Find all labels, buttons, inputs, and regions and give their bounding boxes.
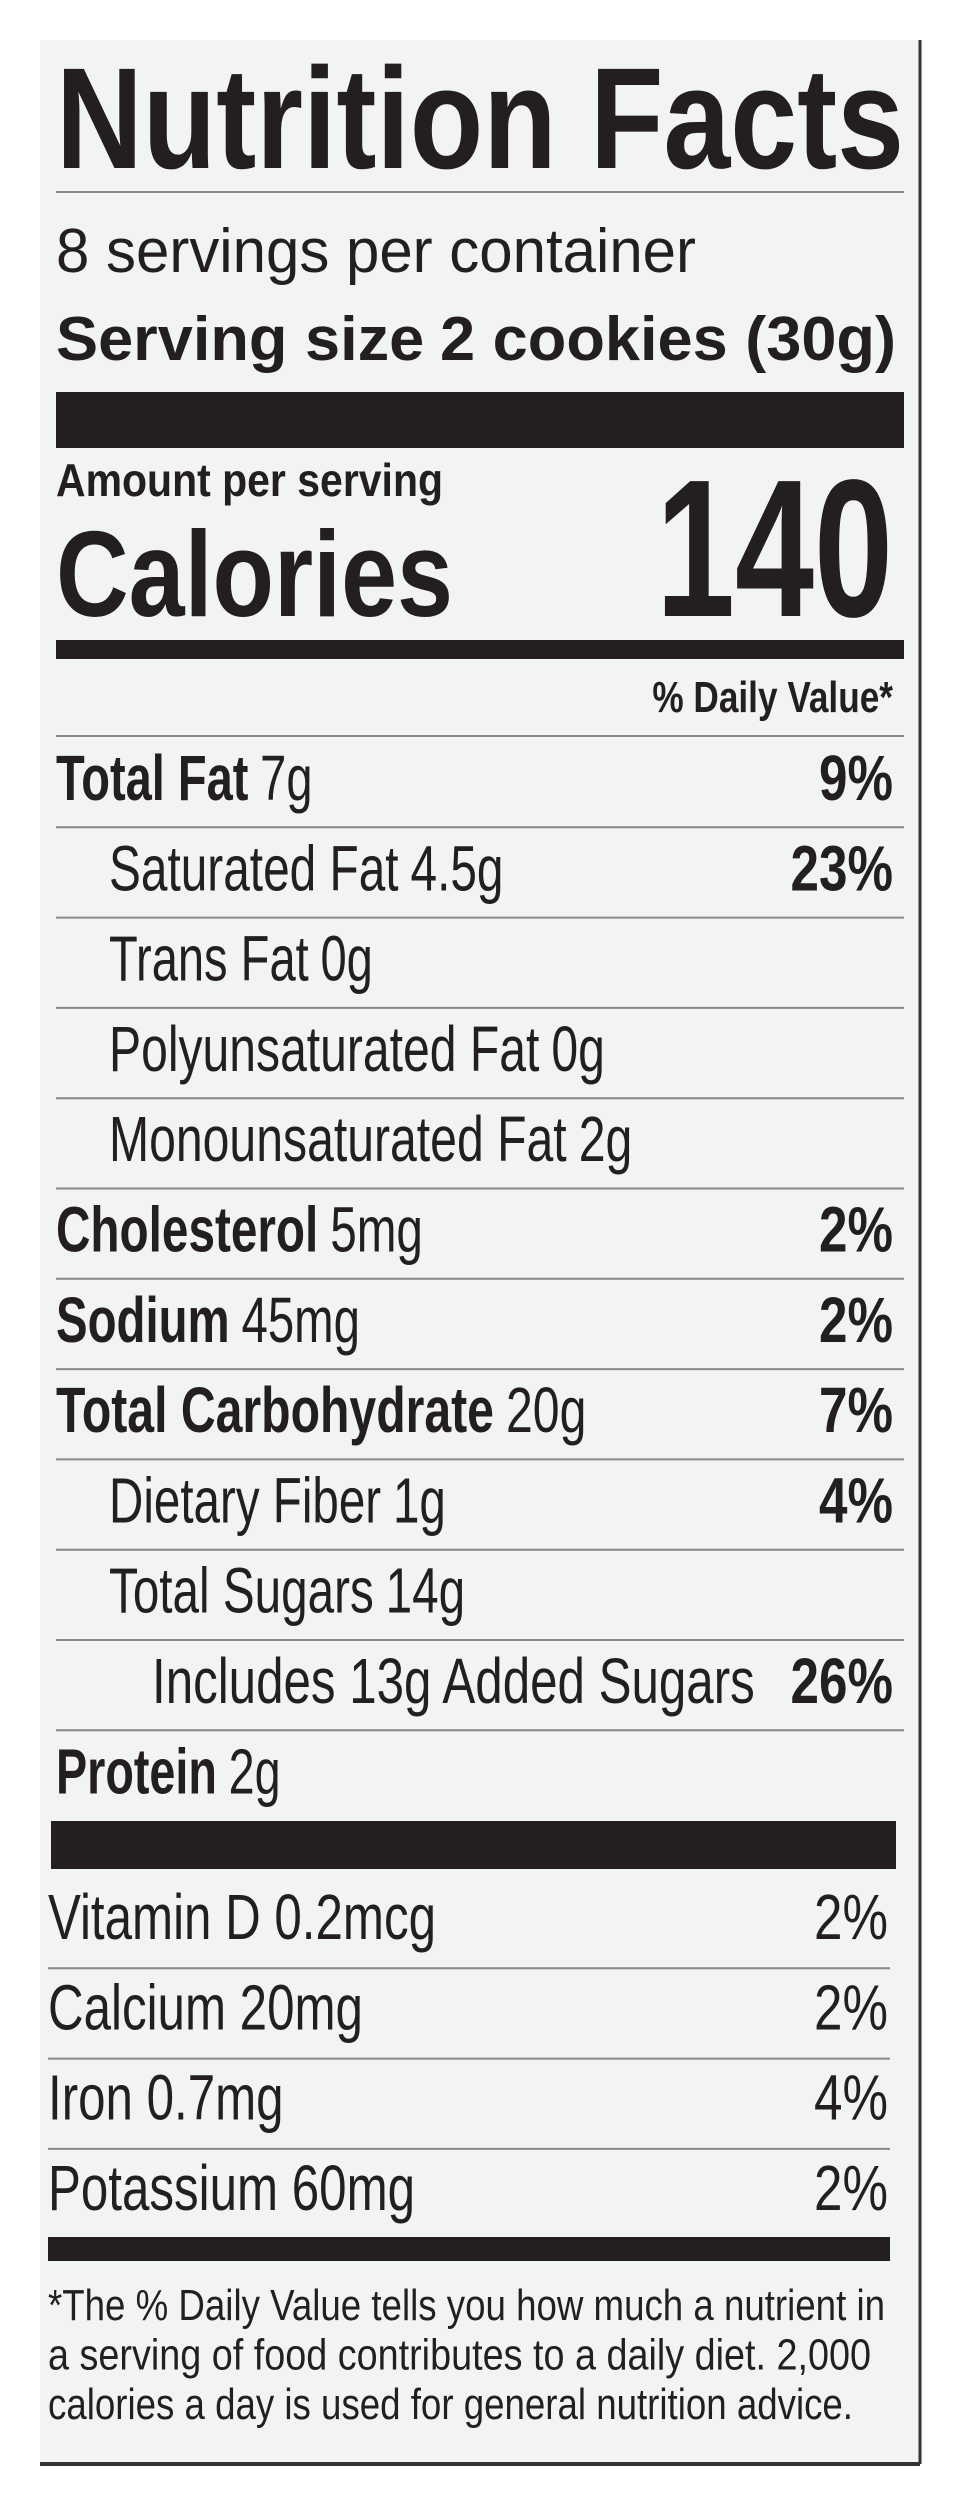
nutrient-row: Cholesterol5mg	[56, 1194, 423, 1266]
daily-value: 7%	[819, 1374, 893, 1446]
text-part: 7g	[260, 742, 312, 814]
nutrient-row: Includes 13g Added Sugars	[152, 1645, 755, 1717]
nutrient-row: Polyunsaturated Fat0g	[109, 1013, 605, 1085]
text-part: 5mg	[330, 1194, 423, 1266]
text-part: 1g	[393, 1464, 446, 1536]
text-part: 2 cookies (30g)	[440, 305, 896, 374]
vitamin-dv: 4%	[814, 2062, 888, 2134]
nutrient-row: Trans Fat0g	[109, 923, 373, 995]
text-part: 7%	[819, 1374, 893, 1446]
calories-label: Calories	[56, 506, 453, 642]
text-part: Saturated Fat	[109, 832, 399, 904]
nutrient-row: Saturated Fat4.5g	[109, 832, 504, 904]
footnote: calories a day is used for general nutri…	[48, 2380, 853, 2429]
text-part: 2g	[229, 1735, 281, 1807]
text-part: 2%	[814, 1881, 888, 1953]
text-part: 4%	[819, 1464, 893, 1536]
text-part: Calories	[56, 506, 453, 642]
vitamin-dv: 2%	[814, 2152, 888, 2224]
text-part: 140	[656, 439, 893, 658]
text-part: 2%	[814, 2152, 888, 2224]
footnote: a serving of food contributes to a daily…	[48, 2331, 871, 2380]
daily-value: 4%	[819, 1464, 893, 1536]
nutrient-row: Total Sugars14g	[109, 1555, 465, 1627]
servings: 8 servings per container	[56, 217, 696, 286]
vitamin-dv: 2%	[814, 1881, 888, 1953]
daily-value-header: % Daily Value*	[652, 673, 893, 722]
text-part: Trans Fat	[109, 923, 309, 995]
text-part: 0g	[551, 1013, 604, 1085]
text-part: 4%	[814, 2062, 888, 2134]
vitamin-row: Iron 0.7mg	[48, 2062, 284, 2134]
daily-value: 2%	[819, 1194, 893, 1266]
text-part: 2%	[819, 1284, 893, 1356]
vitamin-dv: 2%	[814, 1971, 888, 2043]
nutrient-row: Protein2g	[56, 1735, 281, 1807]
thick-bar	[56, 640, 904, 659]
daily-value: 26%	[791, 1645, 893, 1717]
text-part: Protein	[56, 1735, 217, 1807]
text-part: Potassium 60mg	[48, 2152, 415, 2224]
nutrient-row: Monounsaturated Fat2g	[109, 1103, 632, 1175]
text-part: Includes 13g Added Sugars	[152, 1645, 755, 1717]
nutrient-row: Total Fat7g	[56, 742, 312, 814]
title: Nutrition Facts	[56, 38, 904, 199]
text-part: 20g	[506, 1374, 586, 1446]
text-part: Iron 0.7mg	[48, 2062, 284, 2134]
daily-value: 23%	[791, 832, 893, 904]
calories-value: 140	[656, 439, 893, 658]
text-part: Amount per serving	[56, 454, 443, 506]
footnote: *The % Daily Value tells you how much a …	[48, 2281, 885, 2330]
text-part: 4.5g	[410, 832, 503, 904]
nutrient-row: Total Carbohydrate20g	[56, 1374, 586, 1446]
text-part: Vitamin D 0.2mcg	[48, 1881, 436, 1953]
text-part: Nutrition Facts	[56, 38, 904, 199]
text-part: 23%	[791, 832, 893, 904]
text-part: 45mg	[241, 1284, 359, 1356]
text-part: 0g	[320, 923, 372, 995]
text-part: Sodium	[56, 1284, 230, 1356]
text-part: Total Carbohydrate	[56, 1374, 494, 1446]
text-part: Monounsaturated Fat	[109, 1103, 567, 1175]
text-part: Calcium 20mg	[48, 1971, 363, 2043]
text-part: Total Sugars	[109, 1555, 374, 1627]
text-part: 14g	[386, 1555, 465, 1627]
text-part: Dietary Fiber	[109, 1464, 381, 1536]
daily-value: 2%	[819, 1284, 893, 1356]
vitamin-row: Vitamin D 0.2mcg	[48, 1881, 436, 1953]
vitamin-row: Potassium 60mg	[48, 2152, 415, 2224]
nutrient-row: Dietary Fiber1g	[109, 1464, 446, 1536]
amount-per-serving: Amount per serving	[56, 454, 443, 506]
text-part: % Daily Value*	[652, 673, 893, 722]
text-part: Total Fat	[56, 742, 248, 814]
text-part: a serving of food contributes to a daily…	[48, 2331, 871, 2380]
nutrient-row: Sodium45mg	[56, 1284, 360, 1356]
text-part: *The % Daily Value tells you how much a …	[48, 2281, 885, 2330]
text-part: 26%	[791, 1645, 893, 1717]
text-part: Polyunsaturated Fat	[109, 1013, 540, 1085]
text-part: calories a day is used for general nutri…	[48, 2380, 853, 2429]
thick-bar	[56, 392, 904, 448]
thick-bar	[48, 2237, 890, 2261]
text-part: 2%	[819, 1194, 893, 1266]
text-part: Cholesterol	[56, 1194, 318, 1266]
text-part: 2g	[579, 1103, 633, 1175]
text-part: 8 servings per container	[56, 217, 696, 286]
daily-value: 9%	[819, 742, 893, 814]
vitamin-row: Calcium 20mg	[48, 1971, 363, 2043]
text-part: 9%	[819, 742, 893, 814]
serving-size: Serving size 2 cookies (30g)	[56, 305, 896, 374]
thick-bar	[51, 1821, 896, 1869]
text-part: 2%	[814, 1971, 888, 2043]
text-part: Serving size	[56, 305, 424, 374]
